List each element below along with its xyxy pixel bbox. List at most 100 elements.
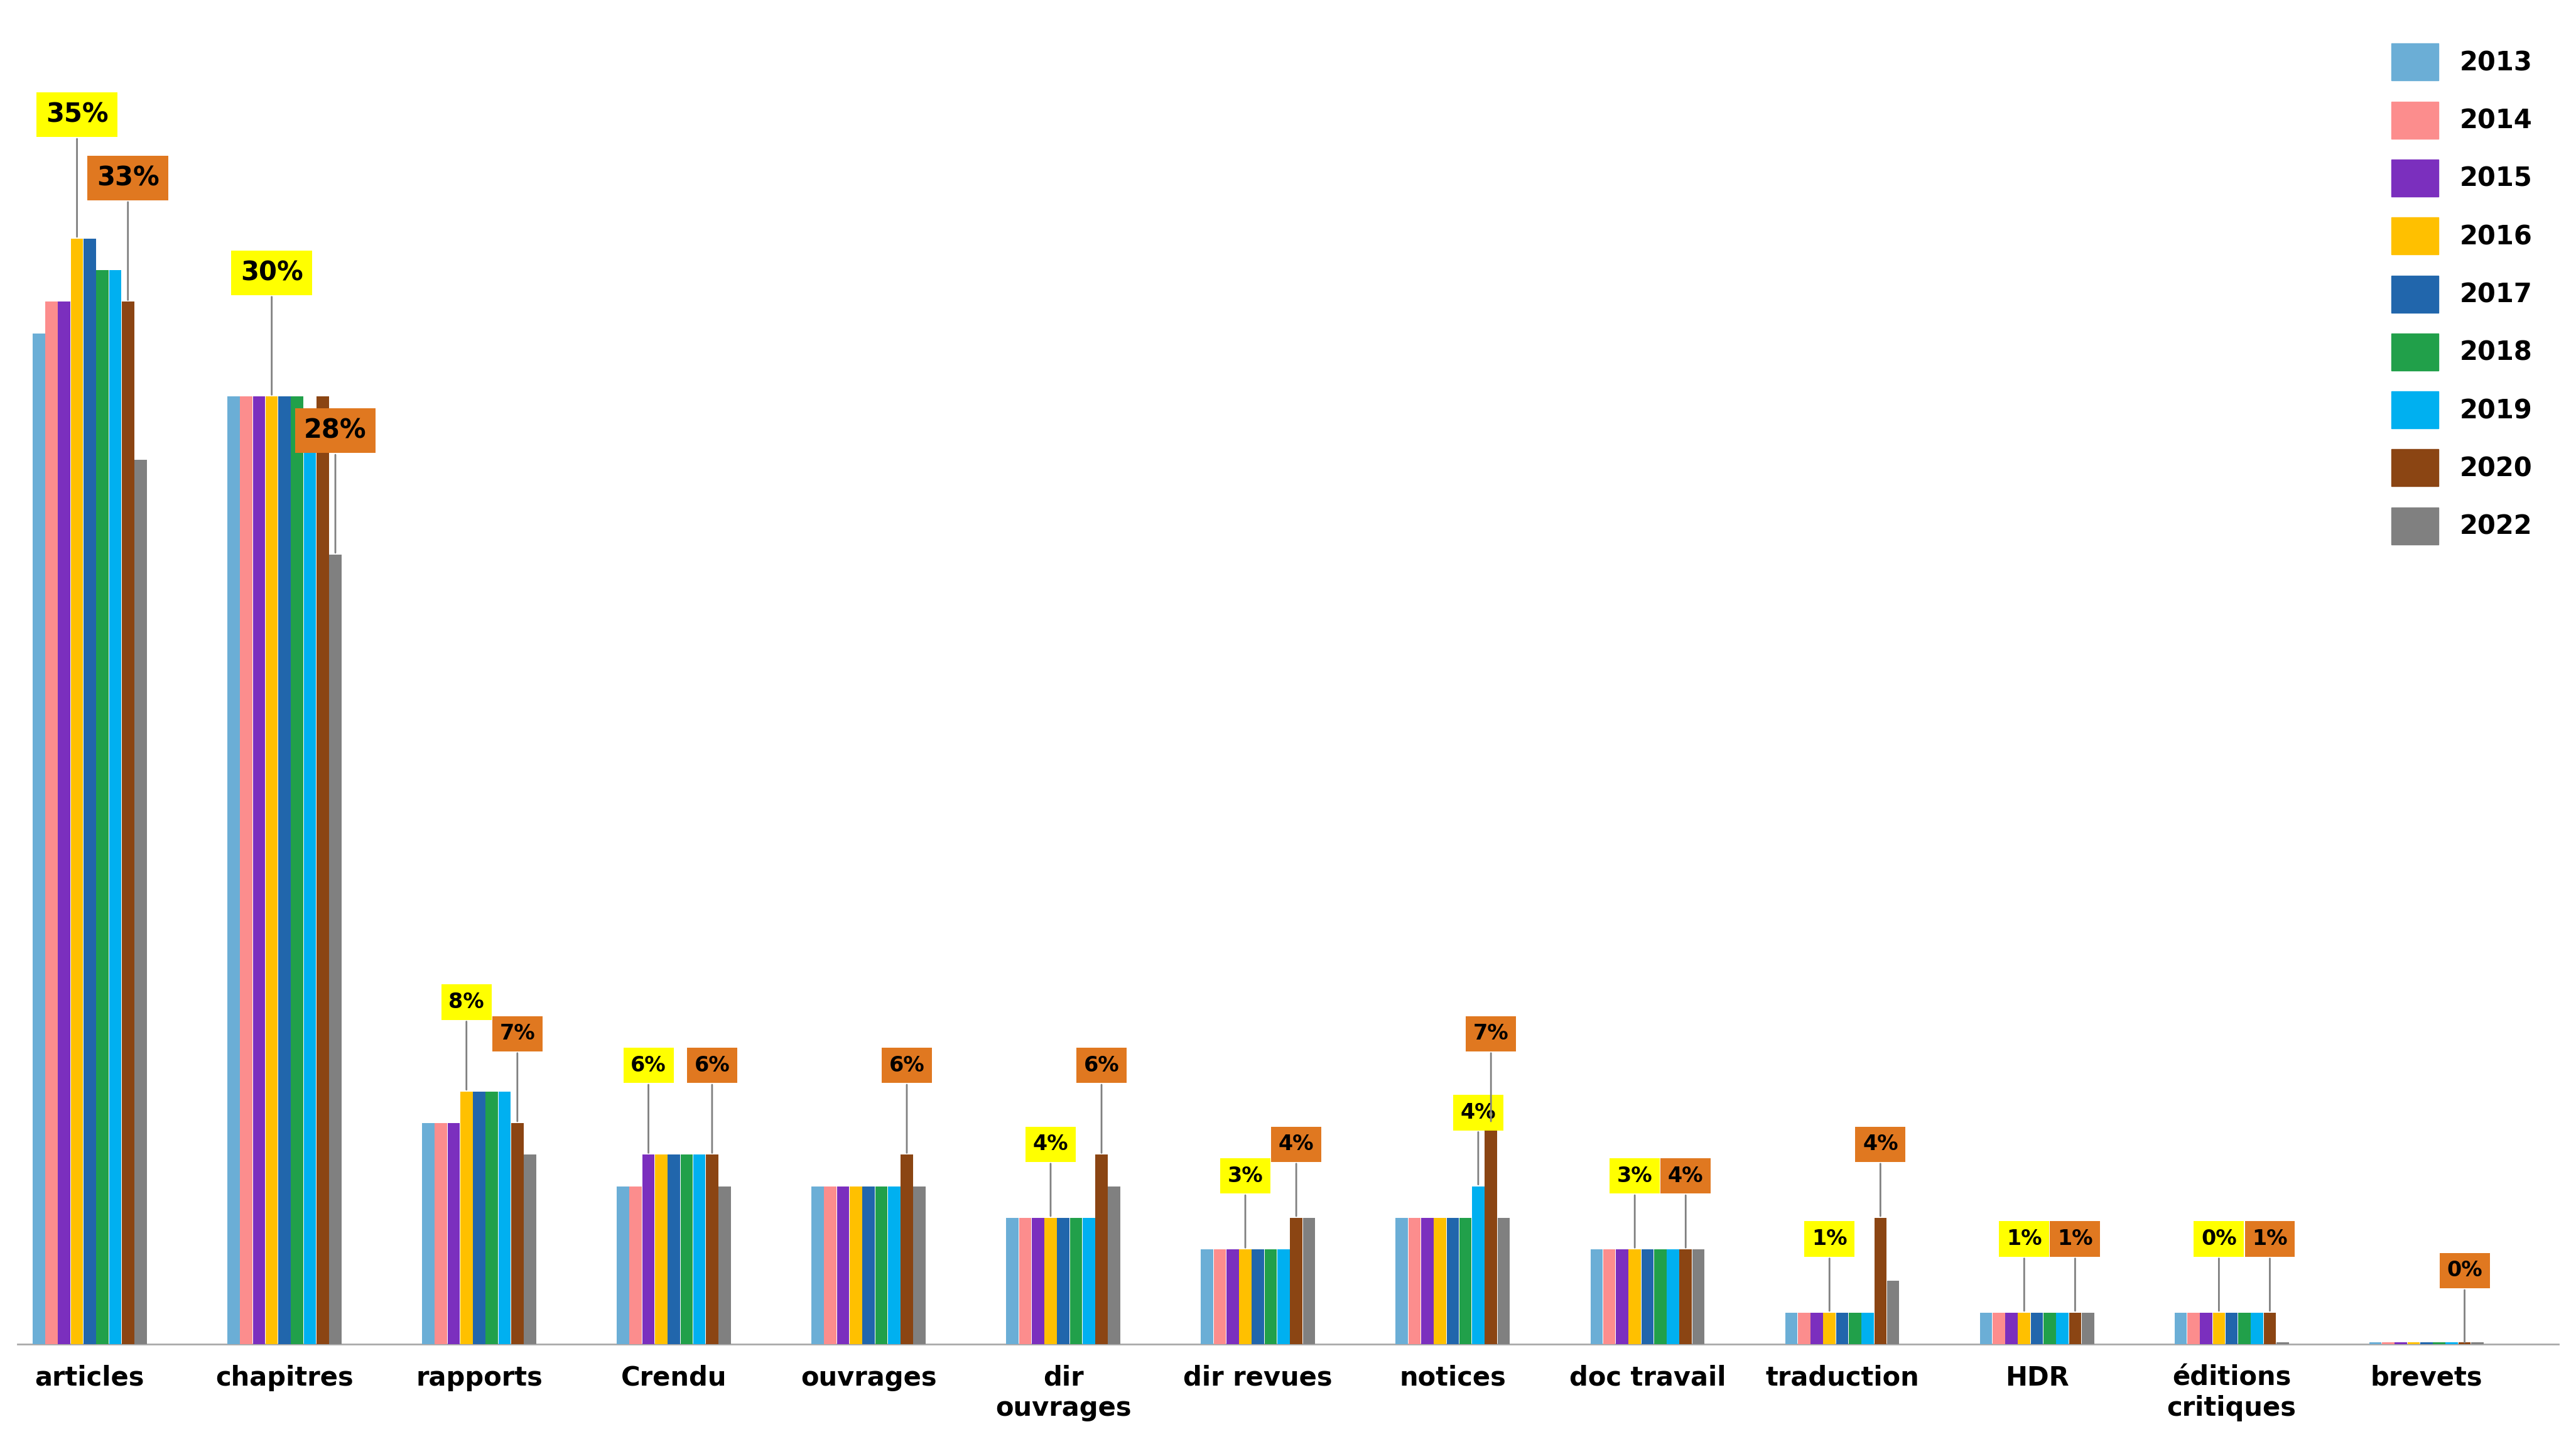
Bar [824, 1186, 837, 1344]
Text: 7%: 7% [500, 1023, 536, 1121]
Bar [2458, 1343, 2470, 1344]
Bar [2069, 1312, 2081, 1344]
Bar [1303, 1217, 1316, 1344]
Bar [497, 1091, 510, 1344]
Text: 6%: 6% [696, 1055, 729, 1153]
Bar [1396, 1217, 1409, 1344]
Bar [667, 1154, 680, 1344]
Bar [1213, 1249, 1226, 1344]
Bar [1811, 1312, 1824, 1344]
Bar [1798, 1312, 1811, 1344]
Bar [46, 302, 57, 1344]
Bar [1471, 1186, 1484, 1344]
Bar [240, 397, 252, 1344]
Bar [2187, 1312, 2200, 1344]
Bar [1615, 1249, 1628, 1344]
Bar [2017, 1312, 2030, 1344]
Bar [1265, 1249, 1278, 1344]
Text: 4%: 4% [1862, 1134, 1899, 1216]
Text: 8%: 8% [448, 991, 484, 1089]
Bar [2421, 1343, 2432, 1344]
Bar [1862, 1312, 1873, 1344]
Bar [1589, 1249, 1602, 1344]
Bar [914, 1186, 925, 1344]
Text: 4%: 4% [1033, 1134, 1069, 1216]
Text: 4%: 4% [1667, 1166, 1703, 1248]
Text: 4%: 4% [1461, 1102, 1497, 1184]
Bar [317, 397, 330, 1344]
Bar [1875, 1217, 1886, 1344]
Bar [2043, 1312, 2056, 1344]
Bar [850, 1186, 863, 1344]
Bar [95, 271, 108, 1344]
Text: 33%: 33% [95, 165, 160, 299]
Bar [1497, 1217, 1510, 1344]
Bar [461, 1091, 471, 1344]
Bar [1030, 1217, 1043, 1344]
Bar [1278, 1249, 1291, 1344]
Text: 3%: 3% [1229, 1166, 1262, 1248]
Text: 1%: 1% [1811, 1229, 1847, 1311]
Bar [2383, 1343, 2393, 1344]
Bar [70, 239, 82, 1344]
Bar [1994, 1312, 2004, 1344]
Bar [33, 334, 44, 1344]
Bar [1422, 1217, 1432, 1344]
Bar [693, 1154, 706, 1344]
Bar [1850, 1312, 1860, 1344]
Bar [616, 1186, 629, 1344]
Bar [811, 1186, 824, 1344]
Bar [474, 1091, 484, 1344]
Text: 0%: 0% [2200, 1229, 2236, 1311]
Bar [889, 1186, 899, 1344]
Bar [1082, 1217, 1095, 1344]
Bar [654, 1154, 667, 1344]
Bar [1252, 1249, 1265, 1344]
Bar [2226, 1312, 2239, 1344]
Bar [330, 554, 343, 1344]
Bar [2432, 1343, 2445, 1344]
Bar [2200, 1312, 2213, 1344]
Bar [2409, 1343, 2419, 1344]
Bar [1095, 1154, 1108, 1344]
Bar [1641, 1249, 1654, 1344]
Text: 6%: 6% [1084, 1055, 1121, 1153]
Bar [1692, 1249, 1705, 1344]
Bar [422, 1122, 435, 1344]
Text: 1%: 1% [2251, 1229, 2287, 1311]
Bar [706, 1154, 719, 1344]
Text: 7%: 7% [1473, 1023, 1510, 1121]
Bar [902, 1154, 912, 1344]
Bar [304, 427, 317, 1344]
Bar [1448, 1217, 1458, 1344]
Bar [448, 1122, 461, 1344]
Bar [134, 459, 147, 1344]
Bar [291, 397, 304, 1344]
Bar [1680, 1249, 1692, 1344]
Bar [435, 1122, 448, 1344]
Bar [523, 1154, 536, 1344]
Bar [1667, 1249, 1680, 1344]
Bar [1654, 1249, 1667, 1344]
Bar [2081, 1312, 2094, 1344]
Bar [2445, 1343, 2458, 1344]
Bar [1981, 1312, 1991, 1344]
Text: 6%: 6% [631, 1055, 667, 1153]
Bar [1020, 1217, 1030, 1344]
Bar [680, 1154, 693, 1344]
Bar [487, 1091, 497, 1344]
Bar [2396, 1343, 2406, 1344]
Bar [2370, 1343, 2383, 1344]
Bar [1108, 1186, 1121, 1344]
Bar [265, 397, 278, 1344]
Bar [252, 397, 265, 1344]
Bar [278, 397, 291, 1344]
Bar [82, 239, 95, 1344]
Text: 6%: 6% [889, 1055, 925, 1153]
Bar [2174, 1312, 2187, 1344]
Bar [837, 1186, 850, 1344]
Text: 0%: 0% [2447, 1261, 2483, 1343]
Bar [1056, 1217, 1069, 1344]
Bar [1785, 1312, 1798, 1344]
Text: 3%: 3% [1618, 1166, 1654, 1248]
